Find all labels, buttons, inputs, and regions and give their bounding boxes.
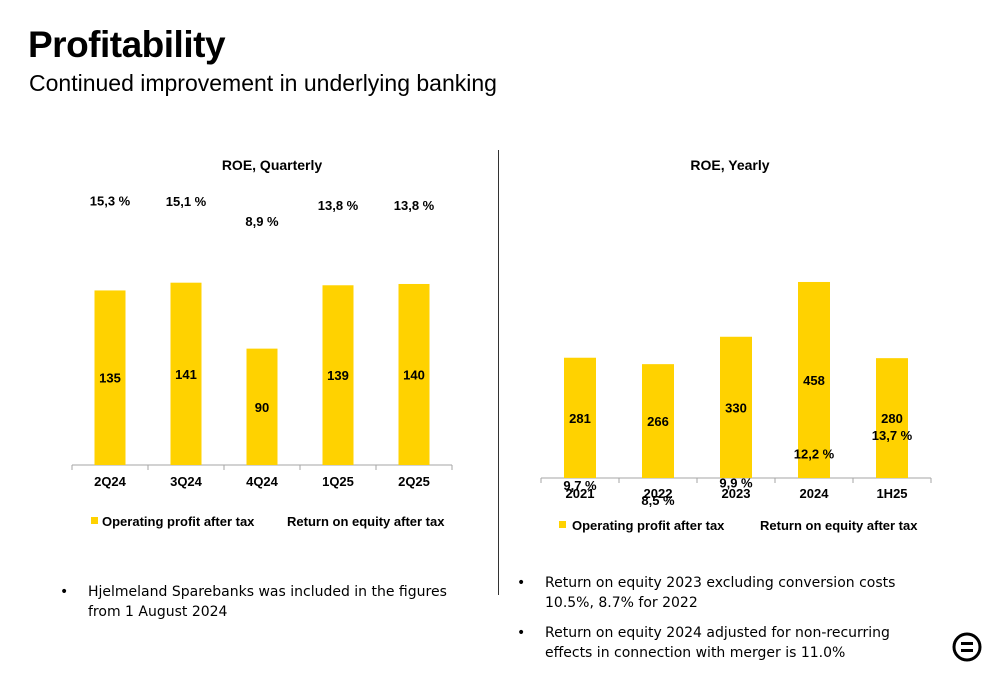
roe-label: 15,3 %	[90, 193, 131, 208]
bar-value-label: 266	[647, 414, 669, 429]
x-tick-label: 2021	[566, 486, 595, 501]
page-subtitle: Continued improvement in underlying bank…	[29, 70, 497, 96]
x-tick-label: 2022	[644, 486, 673, 501]
roe-label: 8,5 %	[641, 493, 675, 508]
chart-title: ROE, Yearly	[690, 157, 769, 173]
legend-label: Return on equity after tax	[760, 518, 918, 533]
x-tick-label: 1H25	[876, 486, 907, 501]
x-tick-label: 2Q25	[398, 474, 430, 489]
bar	[798, 281, 830, 478]
bar	[322, 285, 354, 465]
x-tick-label: 2024	[800, 486, 830, 501]
bar-value-label: 141	[175, 367, 197, 382]
notes-left: Hjelmeland Sparebanks was included in th…	[60, 582, 450, 632]
bar	[246, 348, 278, 465]
bar-value-label: 281	[569, 411, 591, 426]
note-right-item: Return on equity 2024 adjusted for non-r…	[517, 623, 917, 663]
bar-value-label: 139	[327, 368, 349, 383]
roe-label: 13,8 %	[318, 198, 359, 213]
bar	[876, 358, 908, 478]
legend-swatch	[91, 517, 98, 524]
roe-label: 13,7 %	[872, 428, 913, 443]
bar	[642, 364, 674, 478]
roe-label: 15,1 %	[166, 194, 207, 209]
x-tick-label: 2Q24	[94, 474, 127, 489]
bar-value-label: 90	[255, 400, 269, 415]
roe-label: 12,2 %	[794, 447, 835, 462]
roe-label: 13,8 %	[394, 198, 435, 213]
x-tick-label: 2023	[722, 486, 751, 501]
x-tick-label: 3Q24	[170, 474, 203, 489]
bar	[94, 290, 126, 465]
bar-value-label: 135	[99, 371, 121, 386]
bar-value-label: 458	[803, 373, 825, 388]
bank-logo-icon	[952, 632, 982, 662]
bar-value-label: 140	[403, 367, 425, 382]
bar	[170, 282, 202, 465]
notes-right: Return on equity 2023 excluding conversi…	[517, 573, 917, 673]
bar	[398, 283, 430, 465]
roe-label: 9,9 %	[719, 475, 753, 490]
page-title: Profitability	[28, 24, 226, 65]
x-tick-label: 4Q24	[246, 474, 279, 489]
chart-title: ROE, Quarterly	[222, 157, 323, 173]
bar-value-label: 280	[881, 411, 903, 426]
note-right-item: Return on equity 2023 excluding conversi…	[517, 573, 917, 613]
note-left-item: Hjelmeland Sparebanks was included in th…	[60, 582, 450, 622]
legend-label: Operating profit after tax	[572, 518, 725, 533]
chart-divider	[498, 150, 499, 595]
roe-label: 8,9 %	[245, 214, 279, 229]
bar	[720, 336, 752, 478]
legend-label: Operating profit after tax	[102, 514, 255, 529]
roe-label: 9,7 %	[563, 478, 597, 493]
x-tick-label: 1Q25	[322, 474, 354, 489]
bar	[564, 357, 596, 478]
legend-swatch	[559, 521, 566, 528]
legend-label: Return on equity after tax	[287, 514, 445, 529]
bar-value-label: 330	[725, 400, 747, 415]
